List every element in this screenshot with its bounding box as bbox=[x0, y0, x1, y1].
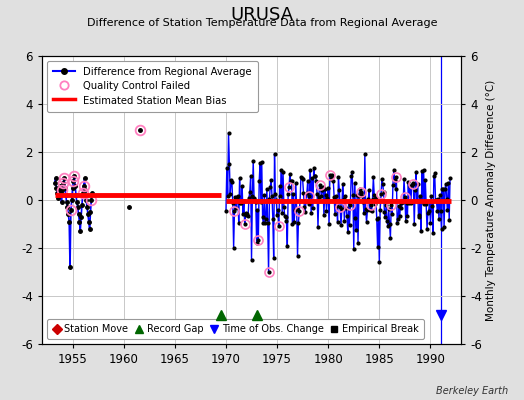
Y-axis label: Monthly Temperature Anomaly Difference (°C): Monthly Temperature Anomaly Difference (… bbox=[486, 79, 496, 321]
Legend: Station Move, Record Gap, Time of Obs. Change, Empirical Break: Station Move, Record Gap, Time of Obs. C… bbox=[47, 320, 424, 339]
Text: Difference of Station Temperature Data from Regional Average: Difference of Station Temperature Data f… bbox=[87, 18, 437, 28]
Text: URUSA: URUSA bbox=[231, 6, 293, 24]
Text: Berkeley Earth: Berkeley Earth bbox=[436, 386, 508, 396]
